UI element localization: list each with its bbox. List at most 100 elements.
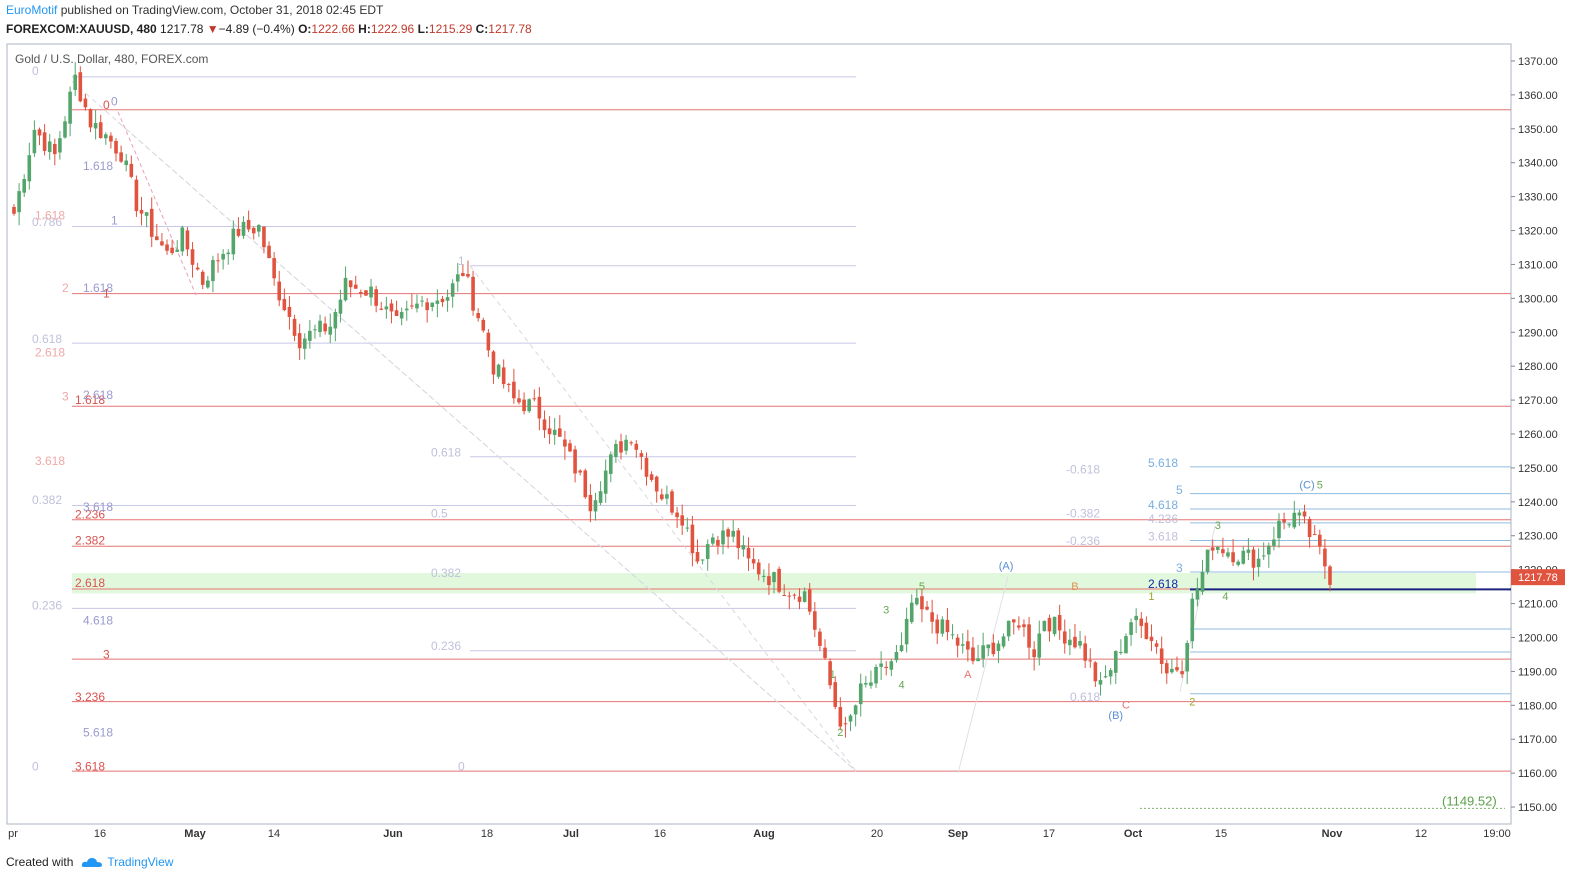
x-tick-label: 16 bbox=[94, 828, 106, 840]
target-annotation: (1149.52) bbox=[1442, 793, 1497, 808]
candle-body bbox=[165, 244, 169, 251]
candle-body bbox=[175, 249, 180, 252]
candle-body bbox=[501, 367, 506, 385]
fib-label: 0 bbox=[111, 95, 118, 109]
candle-body bbox=[542, 419, 547, 431]
fib-label: 5.618 bbox=[1148, 456, 1178, 470]
fib-label: 3.618 bbox=[83, 500, 113, 514]
price-change: −4.89 (−0.4%) bbox=[218, 22, 295, 36]
high-value: 1222.96 bbox=[370, 22, 415, 36]
candle-body bbox=[568, 443, 572, 452]
candle-body bbox=[731, 530, 736, 537]
candle-body bbox=[282, 298, 287, 311]
tradingview-label: TradingView bbox=[107, 855, 174, 869]
candle-body bbox=[1312, 534, 1317, 536]
candle-body bbox=[47, 141, 52, 153]
candle-body bbox=[481, 319, 486, 331]
fib-labels: 011.6182.2362.3822.61833.2363.61800.7860… bbox=[32, 64, 1183, 773]
wave-label: 2 bbox=[837, 727, 843, 739]
trend-line bbox=[117, 111, 197, 296]
candle-body bbox=[318, 320, 322, 333]
candle-body bbox=[583, 470, 588, 498]
low-label: L: bbox=[417, 22, 429, 36]
candle-body bbox=[935, 619, 940, 634]
candle-body bbox=[134, 179, 139, 212]
x-tick-label: 20 bbox=[871, 828, 883, 840]
candle-body bbox=[1088, 660, 1093, 662]
candle-body bbox=[104, 134, 108, 139]
candle-body bbox=[690, 524, 695, 554]
fib-label: 2.618 bbox=[35, 346, 65, 360]
x-tick-label: Jun bbox=[383, 828, 403, 840]
candle-body bbox=[1001, 636, 1006, 647]
candle-body bbox=[461, 273, 465, 276]
candle-body bbox=[251, 227, 256, 234]
candle-body bbox=[721, 530, 725, 545]
y-tick-label: 1300.00 bbox=[1518, 293, 1558, 305]
fib-label: 4.618 bbox=[83, 614, 113, 628]
candle-body bbox=[308, 330, 312, 341]
y-tick-label: 1250.00 bbox=[1518, 463, 1558, 475]
candle-body bbox=[83, 98, 88, 108]
fib-label: 2.382 bbox=[75, 533, 105, 547]
y-tick-label: 1230.00 bbox=[1518, 531, 1558, 543]
candle-body bbox=[410, 305, 414, 307]
y-tick-label: 1340.00 bbox=[1518, 158, 1558, 170]
publisher-name[interactable]: EuroMotif bbox=[6, 3, 58, 17]
symbol-line: FOREXCOM:XAUUSD, 480 1217.78 ▼−4.89 (−0.… bbox=[6, 22, 532, 36]
candle-body bbox=[639, 453, 644, 457]
candle-body bbox=[925, 606, 929, 610]
candle-body bbox=[119, 152, 123, 162]
candle-body bbox=[170, 247, 174, 254]
candle-body bbox=[1098, 680, 1103, 685]
candle-body bbox=[1129, 622, 1133, 635]
candle-body bbox=[797, 596, 802, 602]
time-axis[interactable]: pr 16 May 14 Jun 18 Jul 16 Aug 20 Sep 17 Oct 15 Nov 12 1… bbox=[8, 828, 1511, 840]
candle-body bbox=[221, 253, 225, 260]
candle-body bbox=[236, 228, 241, 236]
x-tick-label: Oct bbox=[1124, 828, 1143, 840]
price-axis[interactable]: 1370.00 1360.00 1350.00 1340.00 1330.00 1320.… bbox=[1511, 56, 1565, 814]
candle-body bbox=[287, 306, 292, 317]
x-tick-label: pr bbox=[8, 828, 18, 840]
current-price-tag bbox=[1511, 569, 1565, 586]
candle-body bbox=[1277, 520, 1281, 539]
candle-body bbox=[675, 512, 679, 518]
candle-body bbox=[73, 74, 78, 90]
candle-body bbox=[563, 439, 567, 447]
x-tick-label: 14 bbox=[268, 828, 280, 840]
candle-body bbox=[818, 631, 822, 646]
candle-body bbox=[445, 297, 450, 301]
fib-label: 0.618 bbox=[431, 446, 461, 460]
candle-body bbox=[828, 661, 832, 686]
tradingview-link[interactable]: TradingView bbox=[81, 855, 173, 869]
candle-body bbox=[711, 537, 715, 544]
candle-body bbox=[139, 209, 144, 214]
y-tick-label: 1210.00 bbox=[1518, 599, 1558, 611]
candle-body bbox=[976, 658, 980, 662]
candle-body bbox=[634, 443, 639, 450]
plot-area[interactable] bbox=[6, 43, 1512, 825]
candle-body bbox=[532, 398, 537, 400]
candle-body bbox=[1287, 524, 1291, 526]
fib-label: 0 bbox=[103, 98, 110, 112]
price-chart[interactable]: Gold / U.S. Dollar, 480, FOREX.com 011.6… bbox=[0, 40, 1588, 852]
candle-body bbox=[466, 274, 470, 277]
fib-label: 1 bbox=[103, 286, 110, 300]
candle-body bbox=[537, 396, 542, 419]
open-value: 1222.66 bbox=[311, 22, 355, 36]
x-tick-label: Jul bbox=[563, 828, 579, 840]
candle-body bbox=[853, 705, 858, 715]
candle-body bbox=[1149, 636, 1154, 641]
candle-body bbox=[1292, 512, 1297, 528]
candle-body bbox=[313, 329, 317, 331]
candle-body bbox=[593, 500, 598, 512]
x-tick-label: 17 bbox=[1043, 828, 1055, 840]
candle-body bbox=[762, 575, 766, 577]
wave-label: 3 bbox=[1215, 520, 1221, 532]
candle-body bbox=[920, 596, 924, 610]
wave-label: B bbox=[1071, 581, 1078, 593]
low-value: 1215.29 bbox=[428, 22, 473, 36]
candle-body bbox=[1180, 671, 1184, 675]
candle-body bbox=[1124, 636, 1128, 654]
